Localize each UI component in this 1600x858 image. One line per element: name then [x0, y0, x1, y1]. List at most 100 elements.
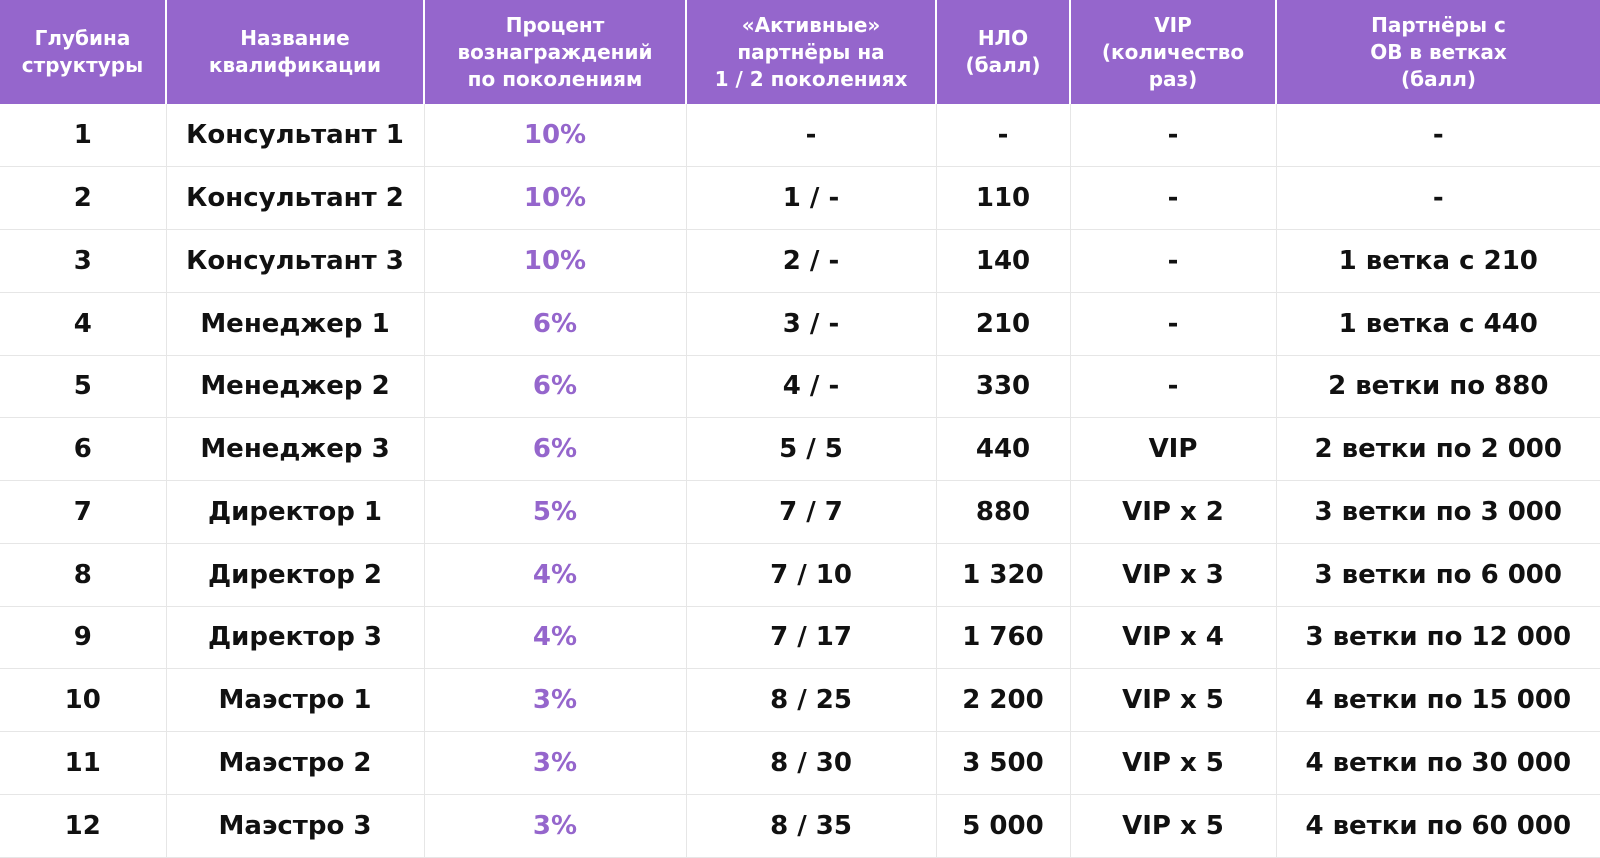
cell-vip: -	[1069, 166, 1276, 230]
cell-depth: 12	[0, 794, 166, 858]
table-body: 1 Консультант 1 10% - - - -2 Консультант 2 10% 1 …	[0, 104, 1600, 858]
cell-active: 1 / -	[685, 166, 936, 230]
cell-percent: 10%	[423, 166, 686, 230]
cell-nlo: 330	[935, 355, 1070, 419]
cell-nlo: 880	[935, 480, 1070, 544]
cell-active: 8 / 25	[685, 668, 936, 732]
cell-name: Консультант 2	[165, 166, 424, 230]
cell-depth: 11	[0, 731, 166, 795]
cell-percent: 3%	[423, 794, 686, 858]
cell-active: 8 / 30	[685, 731, 936, 795]
cell-name: Менеджер 3	[165, 417, 424, 481]
cell-name: Маэстро 3	[165, 794, 424, 858]
cell-percent: 6%	[423, 355, 686, 419]
cell-nlo: 1 320	[935, 543, 1070, 607]
cell-branches: -	[1275, 166, 1600, 230]
cell-percent: 5%	[423, 480, 686, 544]
cell-vip: VIP x 3	[1069, 543, 1276, 607]
cell-name: Директор 1	[165, 480, 424, 544]
cell-nlo: 3 500	[935, 731, 1070, 795]
cell-nlo: 210	[935, 292, 1070, 356]
cell-name: Консультант 3	[165, 229, 424, 293]
cell-depth: 8	[0, 543, 166, 607]
table-row: 4 Менеджер 1 6% 3 / -210-1 ветка с 440	[0, 292, 1600, 356]
cell-percent: 6%	[423, 292, 686, 356]
cell-percent: 4%	[423, 606, 686, 670]
column-header-depth: Глубина структуры	[0, 0, 166, 104]
cell-nlo: 110	[935, 166, 1070, 230]
cell-branches: 2 ветки по 2 000	[1275, 417, 1600, 481]
cell-vip: VIP	[1069, 417, 1276, 481]
cell-depth: 3	[0, 229, 166, 293]
cell-depth: 9	[0, 606, 166, 670]
cell-branches: 1 ветка с 440	[1275, 292, 1600, 356]
cell-active: 2 / -	[685, 229, 936, 293]
cell-vip: VIP x 5	[1069, 794, 1276, 858]
column-header-branches: Партнёры с ОВ в ветках (балл)	[1275, 0, 1600, 104]
cell-name: Директор 3	[165, 606, 424, 670]
cell-active: 7 / 10	[685, 543, 936, 607]
cell-branches: 4 ветки по 15 000	[1275, 668, 1600, 732]
cell-percent: 10%	[423, 229, 686, 293]
cell-depth: 2	[0, 166, 166, 230]
cell-vip: VIP x 5	[1069, 668, 1276, 732]
cell-branches: 1 ветка с 210	[1275, 229, 1600, 293]
cell-branches: 3 ветки по 6 000	[1275, 543, 1600, 607]
cell-depth: 10	[0, 668, 166, 732]
table-row: 6 Менеджер 3 6% 5 / 5 440 VIP 2 ветки по 2 000	[0, 417, 1600, 481]
cell-branches: 4 ветки по 30 000	[1275, 731, 1600, 795]
cell-name: Маэстро 1	[165, 668, 424, 732]
cell-name: Маэстро 2	[165, 731, 424, 795]
cell-vip: VIP x 2	[1069, 480, 1276, 544]
table-header: Глубина структуры Название квалификации Пр…	[0, 0, 1600, 104]
cell-name: Менеджер 1	[165, 292, 424, 356]
cell-nlo: -	[935, 104, 1070, 168]
column-header-nlo: НЛО (балл)	[935, 0, 1070, 104]
cell-percent: 3%	[423, 668, 686, 732]
cell-branches: 3 ветки по 3 000	[1275, 480, 1600, 544]
cell-name: Директор 2	[165, 543, 424, 607]
cell-active: 8 / 35	[685, 794, 936, 858]
cell-active: 7 / 7	[685, 480, 936, 544]
cell-branches: 4 ветки по 60 000	[1275, 794, 1600, 858]
cell-branches: 2 ветки по 880	[1275, 355, 1600, 419]
cell-branches: 3 ветки по 12 000	[1275, 606, 1600, 670]
table-row: 2 Консультант 2 10% 1 / -110- -	[0, 166, 1600, 230]
cell-vip: VIP x 4	[1069, 606, 1276, 670]
cell-depth: 4	[0, 292, 166, 356]
cell-active: 5 / 5	[685, 417, 936, 481]
cell-name: Менеджер 2	[165, 355, 424, 419]
cell-percent: 6%	[423, 417, 686, 481]
cell-depth: 7	[0, 480, 166, 544]
cell-percent: 10%	[423, 104, 686, 168]
table-row: 5 Менеджер 2 6% 4 / -330-2 ветки по 880	[0, 355, 1600, 419]
cell-nlo: 140	[935, 229, 1070, 293]
column-header-vip: VIP (количество раз)	[1069, 0, 1276, 104]
cell-active: -	[685, 104, 936, 168]
cell-active: 3 / -	[685, 292, 936, 356]
cell-branches: -	[1275, 104, 1600, 168]
table-row: 3 Консультант 3 10% 2 / -140-1 ветка с 210	[0, 229, 1600, 293]
cell-vip: -	[1069, 104, 1276, 168]
cell-nlo: 5 000	[935, 794, 1070, 858]
cell-active: 4 / -	[685, 355, 936, 419]
cell-nlo: 440	[935, 417, 1070, 481]
cell-nlo: 1 760	[935, 606, 1070, 670]
cell-vip: -	[1069, 229, 1276, 293]
cell-vip: -	[1069, 355, 1276, 419]
cell-percent: 4%	[423, 543, 686, 607]
cell-nlo: 2 200	[935, 668, 1070, 732]
cell-name: Консультант 1	[165, 104, 424, 168]
cell-percent: 3%	[423, 731, 686, 795]
column-header-active: «Активные» партнёры на 1 / 2 поколениях	[685, 0, 936, 104]
cell-depth: 5	[0, 355, 166, 419]
header-row: Глубина структуры Название квалификации Пр…	[0, 0, 1600, 104]
cell-vip: VIP x 5	[1069, 731, 1276, 795]
